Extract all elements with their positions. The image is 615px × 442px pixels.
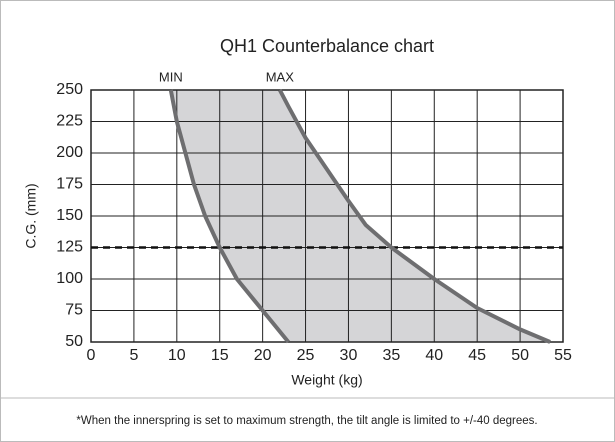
x-tick-label: 50	[511, 347, 529, 364]
x-tick-label: 5	[129, 347, 138, 364]
y-tick-label: 250	[56, 81, 83, 98]
y-tick-label: 150	[56, 207, 83, 224]
x-tick-label: 30	[340, 347, 358, 364]
series-label: MAX	[266, 69, 295, 84]
x-tick-label: 20	[254, 347, 272, 364]
x-tick-label: 10	[168, 347, 186, 364]
y-tick-label: 125	[56, 239, 83, 256]
x-tick-label: 25	[297, 347, 315, 364]
y-tick-label: 175	[56, 176, 83, 193]
curve	[278, 89, 551, 344]
y-tick-label: 225	[56, 113, 83, 130]
y-tick-label: 200	[56, 144, 83, 161]
curve	[168, 89, 290, 344]
x-tick-label: 15	[211, 347, 229, 364]
chart-title: QH1 Counterbalance chart	[220, 36, 434, 56]
x-axis-label: Weight (kg)	[291, 372, 362, 388]
x-tick-label: 40	[425, 347, 443, 364]
x-tick-label: 35	[382, 347, 400, 364]
y-tick-label: 100	[56, 270, 83, 287]
plot-border	[90, 89, 564, 343]
y-tick-label: 50	[65, 333, 83, 350]
y-axis-label: C.G. (mm)	[23, 183, 39, 248]
series-label: MIN	[159, 69, 183, 84]
x-tick-label: 45	[468, 347, 486, 364]
y-tick-label: 75	[65, 302, 83, 319]
footnote: *When the innerspring is set to maximum …	[76, 415, 537, 427]
x-tick-label: 0	[87, 347, 96, 364]
x-tick-label: 55	[554, 347, 572, 364]
